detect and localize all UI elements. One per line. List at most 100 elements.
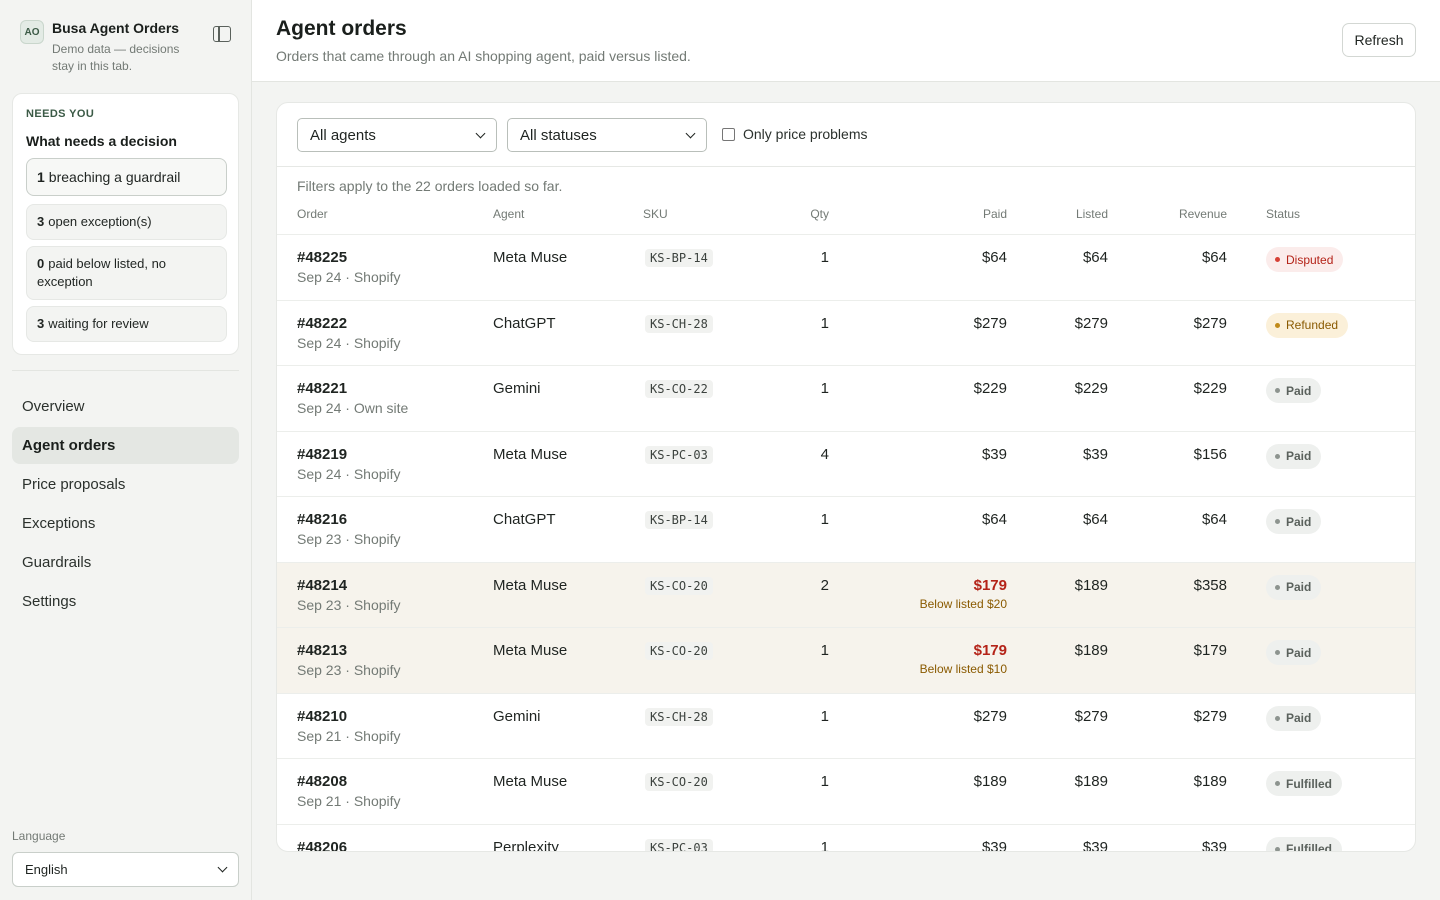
listed-amount: $189 <box>1074 576 1108 594</box>
table-row[interactable]: #48210 Sep 21 · Shopify Gemini KS-CH-28 1 $27… <box>277 692 1415 759</box>
table-row[interactable]: #48219 Sep 24 · Shopify Meta Muse KS-PC-03 4… <box>277 430 1415 497</box>
refresh-button[interactable]: Refresh <box>1342 23 1416 57</box>
column-header-agent[interactable]: Agent <box>493 207 525 221</box>
agent-name: ChatGPT <box>493 511 556 528</box>
revenue-amount: $279 <box>1193 707 1227 725</box>
nav-guardrails[interactable]: Guardrails <box>22 554 92 571</box>
sidebar-toggle-icon[interactable] <box>213 26 231 42</box>
order-id[interactable]: #48222 <box>297 314 348 332</box>
table-row[interactable]: #48222 Sep 24 · Shopify ChatGPT KS-CH-28 1 $2… <box>277 299 1415 366</box>
column-header-sku[interactable]: SKU <box>643 207 668 221</box>
quantity: 1 <box>820 314 829 332</box>
nav-price-proposals[interactable]: Price proposals <box>22 476 126 493</box>
table-row[interactable]: #48214 Sep 23 · Shopify Meta Muse KS-CO-20 2… <box>277 561 1415 628</box>
sidebar-divider <box>12 370 239 371</box>
need-count: 0 <box>37 256 45 271</box>
agent-name: Gemini <box>493 707 541 725</box>
order-id[interactable]: #48214 <box>297 576 348 594</box>
table-row[interactable]: #48225 Sep 24 · Shopify Meta Muse KS-BP-14 1… <box>277 234 1415 300</box>
need-label: breaching a guardrail <box>48 169 181 185</box>
status-badge: Paid <box>1266 705 1322 731</box>
status-dot-icon <box>1275 388 1280 393</box>
nav-agent-orders[interactable]: Agent orders <box>12 427 239 464</box>
column-header-revenue[interactable]: Revenue <box>1178 207 1227 221</box>
app-avatar: AO <box>20 20 44 44</box>
price-problems-checkbox[interactable] <box>722 128 735 141</box>
revenue-amount: $64 <box>1201 249 1227 266</box>
paid-amount: $279 <box>973 314 1007 332</box>
language-select[interactable]: English <box>12 852 239 887</box>
table-row[interactable]: #48221 Sep 24 · Own site Gemini KS-CO-22 1 $2… <box>277 365 1415 431</box>
need-item-exceptions[interactable]: 3 open exception(s) <box>26 204 227 240</box>
table-row[interactable]: #48213 Sep 23 · Shopify Meta Muse KS-CO-20 1… <box>277 627 1415 693</box>
order-id[interactable]: #48210 <box>297 707 348 725</box>
order-id[interactable]: #48208 <box>297 773 348 790</box>
order-id[interactable]: #48219 <box>297 445 348 463</box>
quantity: 2 <box>820 576 829 594</box>
need-item-guardrail[interactable]: 1 breaching a guardrail <box>26 158 227 196</box>
agent-name: Meta Muse <box>493 576 568 594</box>
need-item-below-listed[interactable]: 0 paid below listed, no exception <box>26 246 227 300</box>
agent-name: Meta Muse <box>493 445 568 463</box>
agent-name: Gemini <box>493 380 541 397</box>
agent-name: Meta Muse <box>493 249 568 266</box>
need-count: 1 <box>37 169 45 185</box>
status-badge: Paid <box>1266 443 1322 469</box>
page-subtitle: Orders that came through an AI shopping … <box>276 48 691 64</box>
status-badge: Paid <box>1266 640 1322 665</box>
filter-note: Filters apply to the 22 orders loaded so… <box>297 178 563 194</box>
status-dot-icon <box>1275 453 1280 459</box>
listed-amount: $39 <box>1082 838 1108 852</box>
column-header-order[interactable]: Order <box>297 207 328 221</box>
listed-amount: $64 <box>1082 249 1108 266</box>
status-label: Fulfilled <box>1286 776 1332 791</box>
need-label: open exception(s) <box>48 214 152 229</box>
chevron-down-icon <box>475 128 486 138</box>
nav-overview[interactable]: Overview <box>22 398 85 415</box>
price-problems-label[interactable]: Only price problems <box>743 126 868 142</box>
agent-name: ChatGPT <box>493 314 556 332</box>
page-header: Agent orders Orders that came through an… <box>252 0 1440 82</box>
order-id[interactable]: #48213 <box>297 642 348 659</box>
paid-amount: $64 <box>981 249 1007 266</box>
status-dot-icon <box>1275 584 1280 590</box>
need-label-full: 0 paid below listed, no exception <box>37 255 216 291</box>
nav-exceptions[interactable]: Exceptions <box>22 515 96 532</box>
listed-amount: $189 <box>1074 642 1108 659</box>
need-count: 3 <box>37 214 45 229</box>
order-meta: Sep 23 · Shopify <box>297 531 401 547</box>
below-listed-note: Below listed $20 <box>919 596 1007 611</box>
column-header-listed[interactable]: Listed <box>1075 207 1108 221</box>
column-header-paid[interactable]: Paid <box>982 207 1007 221</box>
agent-name: Meta Muse <box>493 773 568 790</box>
order-meta: Sep 21 · Shopify <box>297 727 401 744</box>
language-value: English <box>25 862 68 877</box>
status-dot-icon <box>1275 846 1280 851</box>
order-id[interactable]: #48225 <box>297 249 348 266</box>
listed-amount: $39 <box>1082 445 1108 463</box>
status-badge: Paid <box>1266 574 1322 600</box>
table-row[interactable]: #48206 Perplexity KS-PC-03 1 $39 $39 $39 Fulfil… <box>277 823 1415 852</box>
need-item-review[interactable]: 3 waiting for review <box>26 306 227 342</box>
revenue-amount: $39 <box>1201 838 1227 852</box>
order-id[interactable]: #48221 <box>297 380 348 397</box>
table-row[interactable]: #48216 Sep 23 · Shopify ChatGPT KS-BP-14 1 $6… <box>277 496 1415 562</box>
status-label: Paid <box>1286 645 1312 660</box>
order-id[interactable]: #48216 <box>297 511 348 528</box>
table-row[interactable]: #48208 Sep 21 · Shopify Meta Muse KS-CO-20 1… <box>277 758 1415 824</box>
filter-bar: All agents All statuses Only price probl… <box>277 103 1415 167</box>
sku-code: KS-BP-14 <box>645 249 713 267</box>
status-filter-select[interactable]: All statuses <box>507 118 707 152</box>
nav-settings[interactable]: Settings <box>22 593 77 610</box>
revenue-amount: $189 <box>1193 773 1227 790</box>
column-header-status[interactable]: Status <box>1266 207 1301 221</box>
need-label: waiting for review <box>48 316 149 331</box>
listed-amount: $279 <box>1074 707 1108 725</box>
sku-code: KS-PC-03 <box>645 445 713 464</box>
column-header-qty[interactable]: Qty <box>810 207 829 221</box>
status-dot-icon <box>1275 650 1280 655</box>
agent-filter-select[interactable]: All agents <box>297 118 497 152</box>
order-id[interactable]: #48206 <box>297 838 348 852</box>
order-meta: Sep 24 · Shopify <box>297 334 401 351</box>
status-dot-icon <box>1275 781 1280 786</box>
